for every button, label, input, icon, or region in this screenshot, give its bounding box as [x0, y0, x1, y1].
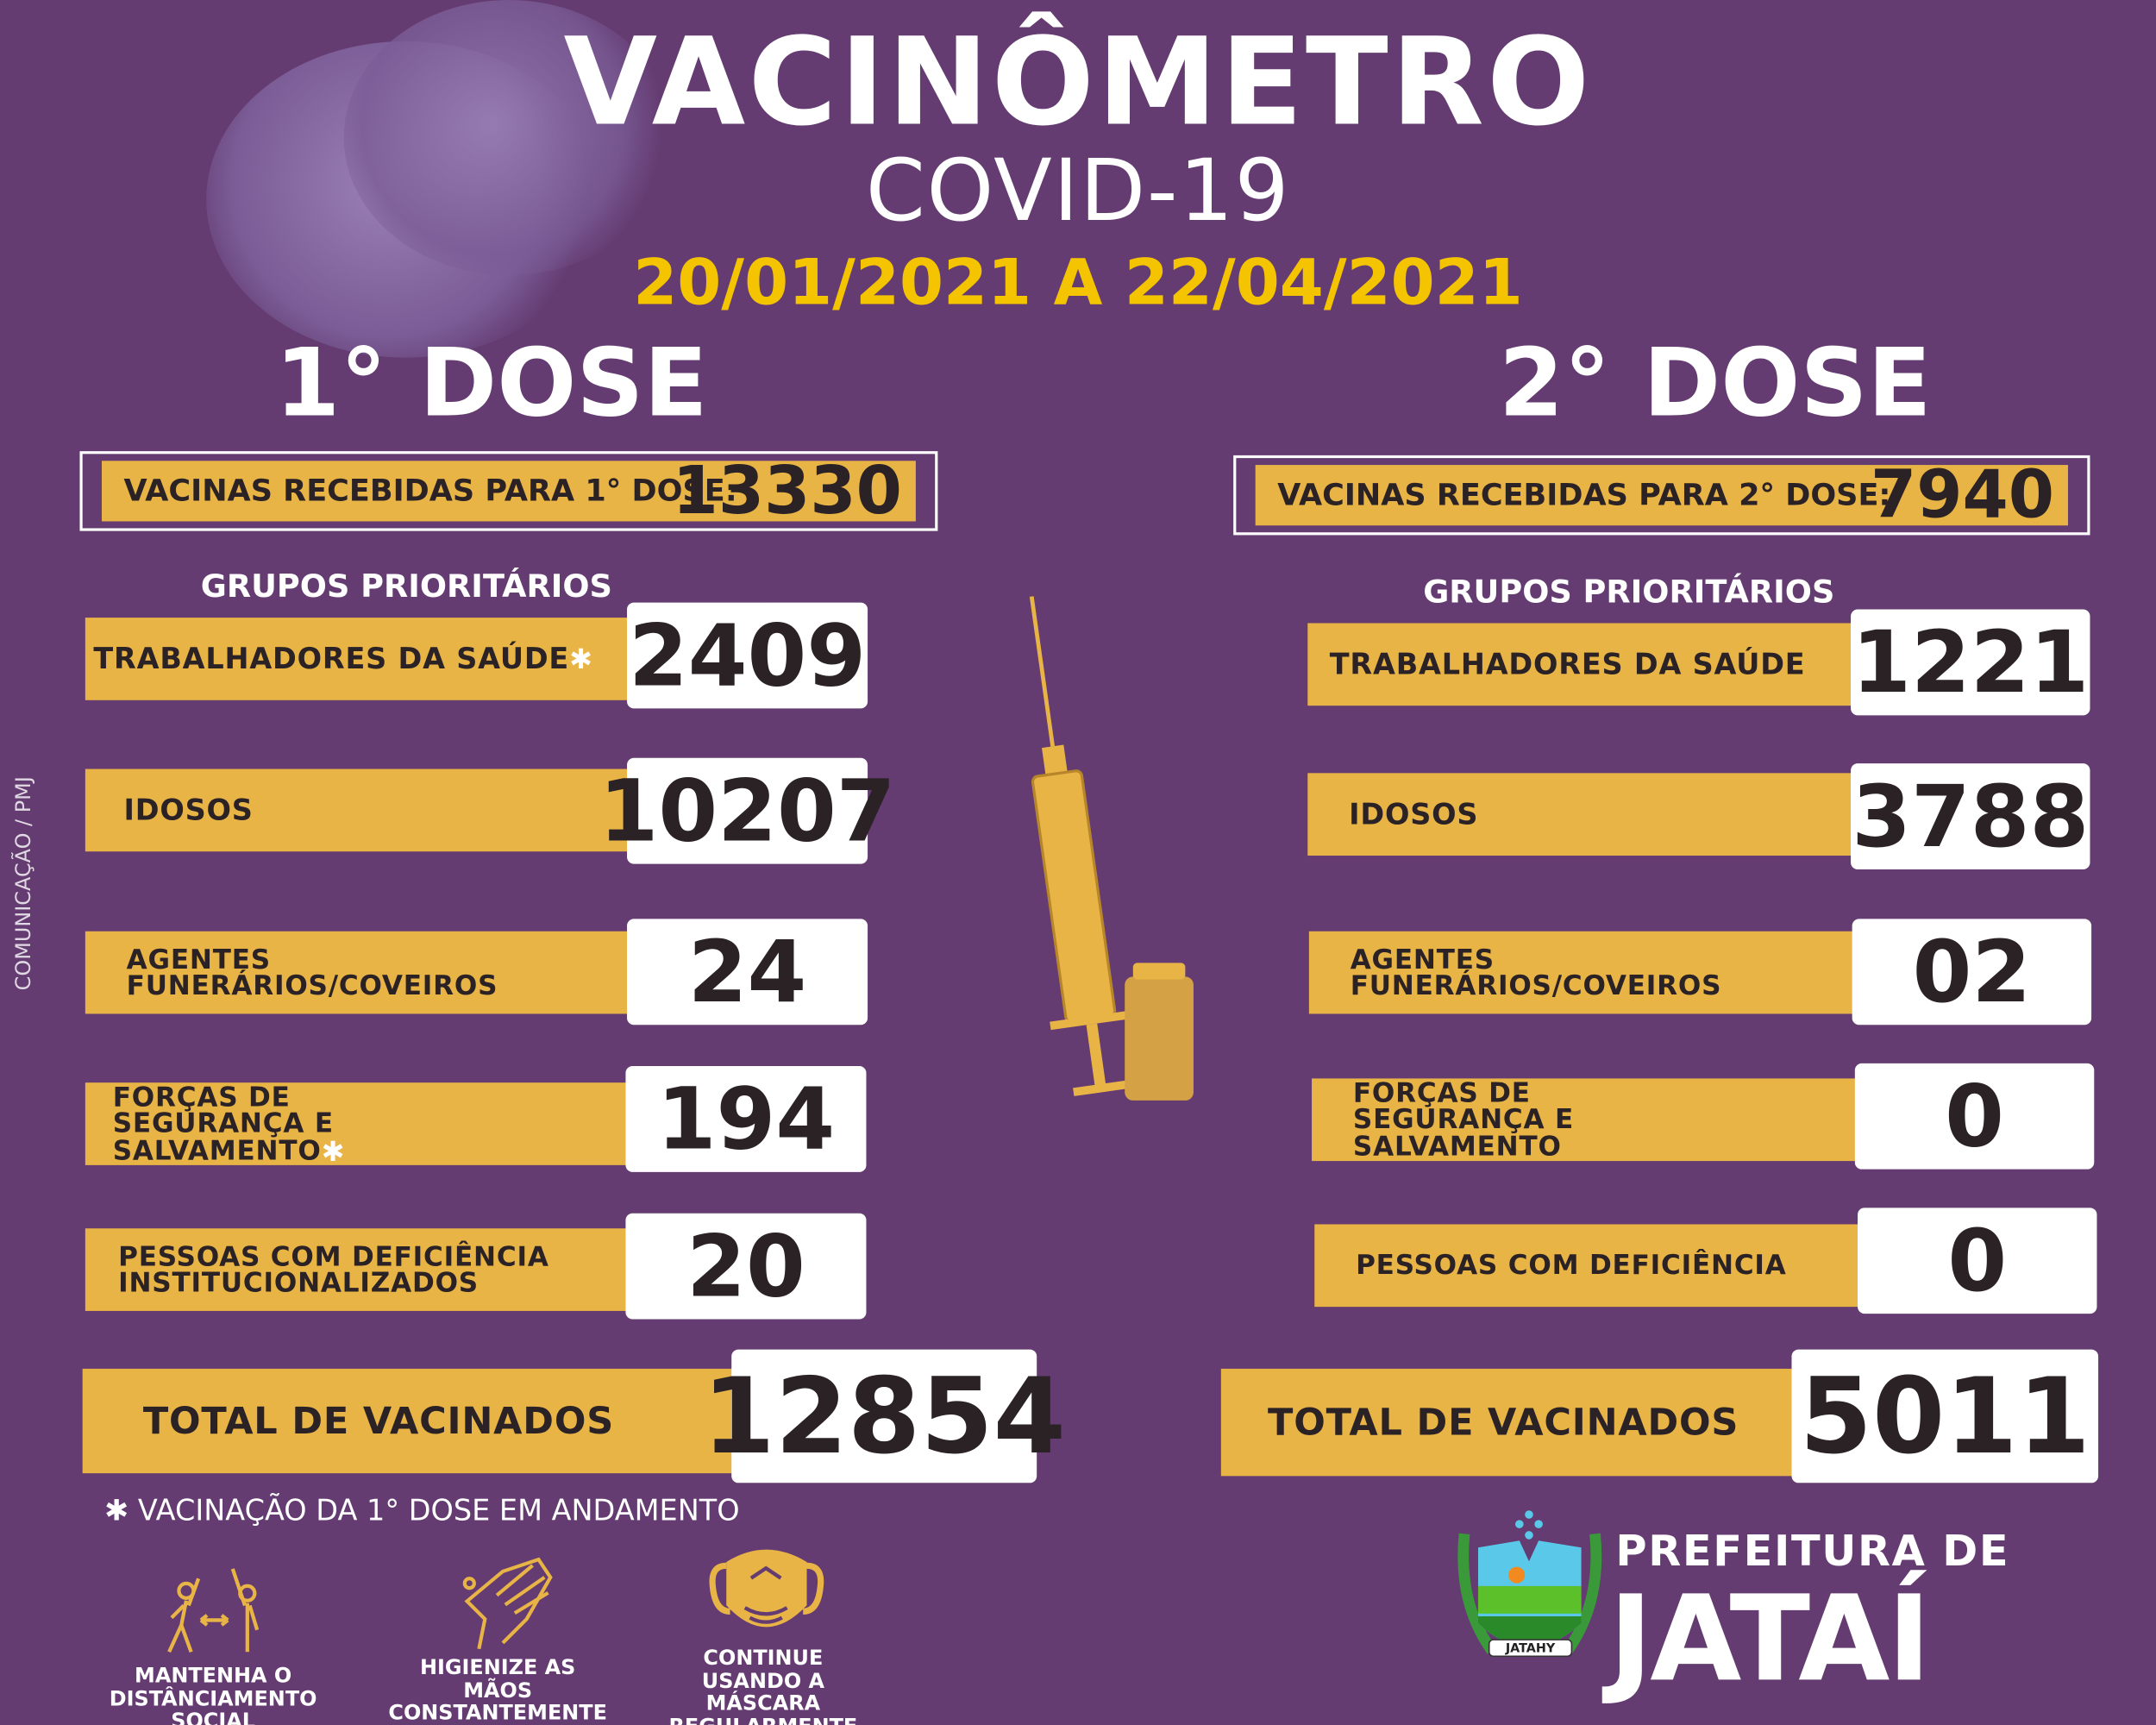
dose2-total-label: TOTAL DE VACINADOS — [1220, 1368, 1806, 1477]
crest-text: JATAHY — [1505, 1641, 1556, 1655]
dose1-row-label: TRABALHADORES DA SAÚDE ✱ — [85, 618, 636, 700]
dose2-row-value: 0 — [1858, 1208, 2097, 1314]
jatai-coat-of-arms-logo: JATAHY — [1457, 1510, 1602, 1658]
dose1-received-label: VACINAS RECEBIDAS PARA 1° DOSE: — [123, 474, 737, 509]
dose1-received-value: 13330 — [672, 452, 902, 530]
dose2-received-value: 7940 — [1871, 456, 2055, 534]
credit-text: COMUNICAÇÃO / PMJ — [10, 776, 36, 991]
dose1-groups-title: GRUPOS PRIORITÁRIOS — [200, 569, 612, 605]
total-label: TOTAL DE VACINADOS — [1268, 1401, 1739, 1444]
dose1-total-value: 12854 — [702, 1349, 1066, 1484]
dose1-row-value: 2409 — [627, 602, 868, 709]
row-label: AGENTES FUNERÁRIOS/COVEIROS — [1350, 943, 1722, 1002]
hand-washing-icon — [462, 1557, 553, 1650]
tip-face-mask: CONTINUE USANDO A MÁSCARA REGULARMENTE — [669, 1645, 858, 1725]
page-subtitle: COVID-19 — [865, 140, 1291, 242]
dose2-row-value: 0 — [1854, 1063, 2095, 1170]
dose2-row-label: FORÇAS DE SEGURANÇA E SALVAMENTO — [1312, 1076, 1862, 1163]
row-label: TRABALHADORES DA SAÚDE — [1329, 647, 1806, 681]
social-distancing-icon — [167, 1568, 260, 1653]
dose2-row-value: 02 — [1852, 919, 2092, 1026]
syringe-icon — [1029, 596, 1194, 1101]
virus-illustration — [343, 0, 674, 275]
dose1-row-label: FORÇAS DE SEGURANÇA E SALVAMENTO✱ — [85, 1082, 636, 1165]
dose2-total-value: 5011 — [1791, 1349, 2099, 1484]
dose2-row-label: TRABALHADORES DA SAÚDE — [1307, 623, 1858, 706]
page-title: VACINÔMETRO — [563, 10, 1593, 154]
dose2-heading: 2° DOSE — [1498, 329, 1932, 439]
dose1-received: VACINAS RECEBIDAS PARA 1° DOSE: 13330 — [79, 451, 938, 531]
asterisk-icon: ✱ — [104, 1494, 129, 1527]
footnote-text: VACINAÇÃO DA 1° DOSE EM ANDAMENTO — [137, 1494, 740, 1527]
dose1-row-value: 24 — [627, 919, 868, 1026]
dose1-row-label: IDOSOS — [85, 768, 636, 852]
dose2-row-label: PESSOAS COM DEFICIÊNCIA — [1314, 1224, 1865, 1308]
dose1-row-label: PESSOAS COM DEFICIÊNCIA INSTITUCIONALIZA… — [85, 1228, 636, 1311]
row-label: PESSOAS COM DEFICIÊNCIA INSTITUCIONALIZA… — [118, 1239, 549, 1299]
total-label: TOTAL DE VACINADOS — [142, 1399, 615, 1443]
face-mask-icon — [709, 1549, 824, 1628]
row-label: FORÇAS DE SEGURANÇA E SALVAMENTO — [1352, 1076, 1575, 1163]
asterisk-icon: ✱ — [321, 1133, 346, 1168]
date-range: 20/01/2021 A 22/04/2021 — [633, 244, 1523, 320]
dose1-row-label: AGENTES FUNERÁRIOS/COVEIROS — [85, 931, 636, 1014]
dose2-row-value: 3788 — [1851, 763, 2090, 869]
dose2-row-label: IDOSOS — [1307, 773, 1858, 856]
row-label: AGENTES FUNERÁRIOS/COVEIROS — [126, 943, 498, 1002]
logo-line1: PREFEITURA DE — [1615, 1527, 2010, 1577]
footnote: ✱ VACINAÇÃO DA 1° DOSE EM ANDAMENTO — [104, 1492, 739, 1527]
dose1-total-label: TOTAL DE VACINADOS — [82, 1368, 743, 1474]
dose1-row-value: 194 — [625, 1066, 867, 1172]
row-label: PESSOAS COM DEFICIÊNCIA — [1356, 1249, 1787, 1282]
dose2-received-label: VACINAS RECEBIDAS PARA 2° DOSE: — [1277, 478, 1891, 513]
logo-line2: JATAÍ — [1608, 1571, 1931, 1709]
dose1-row-value: 20 — [625, 1213, 867, 1320]
dose2-received: VACINAS RECEBIDAS PARA 2° DOSE: 7940 — [1233, 455, 2090, 536]
dose1-heading: 1° DOSE — [274, 329, 708, 439]
dose2-row-label: AGENTES FUNERÁRIOS/COVEIROS — [1308, 931, 1859, 1014]
dose2-groups-title: GRUPOS PRIORITÁRIOS — [1423, 574, 1835, 612]
row-label: TRABALHADORES DA SAÚDE — [93, 642, 570, 675]
row-label: IDOSOS — [123, 793, 254, 826]
asterisk-icon: ✱ — [569, 642, 593, 676]
row-label: IDOSOS — [1349, 797, 1479, 831]
tip-social-distancing: MANTENHA O DISTÂNCIAMENTO SOCIAL — [109, 1663, 317, 1725]
row-label: FORÇAS DE SEGURANÇA E SALVAMENTO — [112, 1080, 334, 1166]
dose2-row-value: 1221 — [1851, 609, 2090, 716]
tip-hand-washing: HIGIENIZE AS MÃOS CONSTANTEMENTE — [388, 1654, 607, 1725]
dose1-row-value: 10207 — [599, 757, 896, 864]
